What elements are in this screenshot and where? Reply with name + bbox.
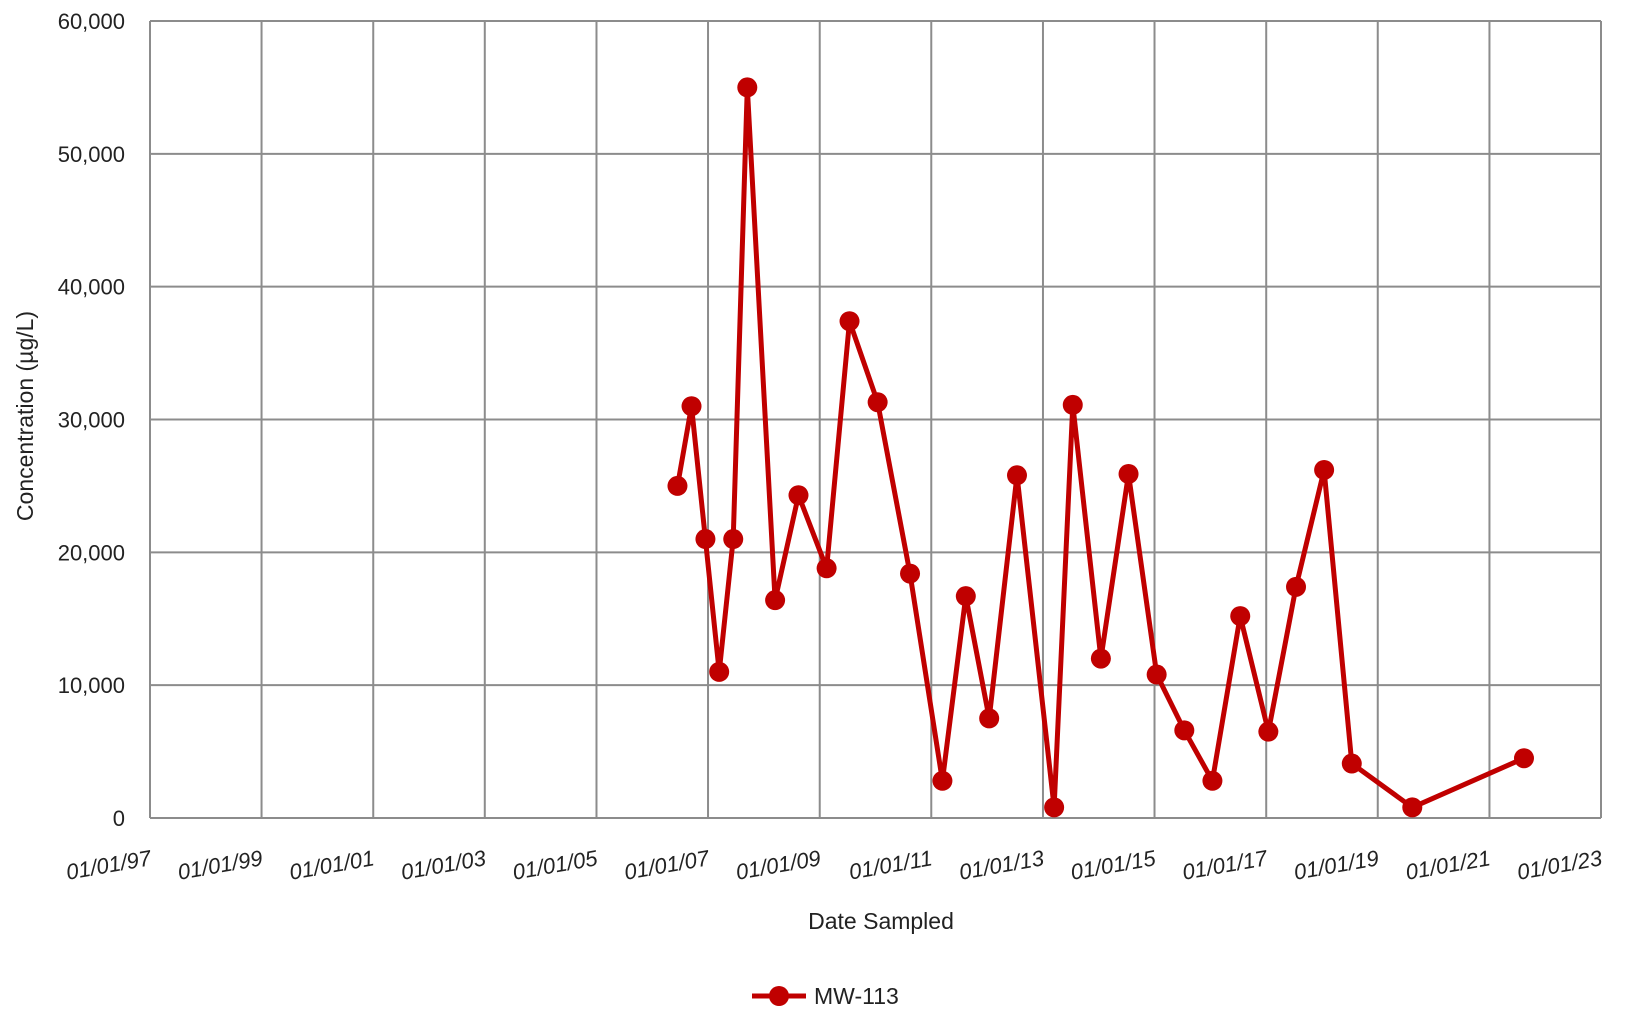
y-tick-label: 30,000: [58, 408, 125, 433]
data-point: [709, 661, 730, 682]
chart-series: [667, 77, 1534, 818]
data-point: [1006, 465, 1027, 486]
x-tick-label: 01/01/09: [734, 845, 823, 884]
data-point: [765, 590, 786, 611]
data-point: [816, 558, 837, 579]
x-axis-tick-labels: 01/01/97 01/01/99 01/01/01 01/01/03 01/01/05…: [64, 845, 1604, 885]
legend-series-label: MW-113: [814, 983, 899, 1009]
y-axis-title: Concentration (µg/L): [12, 311, 38, 521]
legend-marker-swatch: [769, 986, 789, 1006]
data-point: [1044, 797, 1065, 818]
data-point: [737, 77, 758, 98]
data-point: [932, 770, 953, 791]
series-line: [675, 84, 1526, 810]
data-point: [1286, 576, 1307, 597]
x-tick-label: 01/01/19: [1292, 845, 1381, 884]
data-point: [1258, 721, 1279, 742]
x-tick-label: 01/01/05: [511, 845, 600, 885]
y-tick-label: 0: [113, 806, 125, 831]
data-point: [1062, 394, 1083, 415]
data-point: [1118, 463, 1139, 484]
data-point: [979, 708, 1000, 729]
data-point: [1314, 459, 1335, 480]
y-tick-label: 40,000: [58, 275, 125, 300]
data-point: [1230, 606, 1251, 627]
x-axis-title: Date Sampled: [808, 908, 954, 934]
data-point: [1174, 720, 1195, 741]
data-point: [1090, 648, 1111, 669]
x-tick-label: 01/01/99: [176, 845, 265, 884]
x-tick-label: 01/01/03: [399, 845, 488, 885]
data-point: [788, 485, 809, 506]
y-tick-label: 50,000: [58, 142, 125, 167]
data-point: [667, 475, 688, 496]
data-point: [1402, 797, 1423, 818]
x-tick-label: 01/01/17: [1180, 845, 1269, 885]
data-point: [723, 529, 744, 550]
data-point: [1341, 753, 1362, 774]
x-tick-label: 01/01/15: [1069, 845, 1158, 885]
x-tick-label: 01/01/23: [1515, 845, 1604, 885]
data-point: [955, 586, 976, 607]
y-tick-label: 20,000: [58, 540, 125, 565]
x-tick-label: 01/01/01: [287, 845, 376, 884]
legend: MW-113: [752, 983, 899, 1009]
y-axis-tick-labels: 0 10,000 20,000 30,000 40,000 50,000 60,000: [58, 9, 125, 831]
y-tick-label: 60,000: [58, 9, 125, 34]
data-point: [1513, 748, 1534, 769]
data-point: [1202, 770, 1223, 791]
x-tick-label: 01/01/07: [622, 845, 711, 885]
x-tick-label: 01/01/21: [1404, 845, 1493, 884]
data-point: [867, 392, 888, 413]
y-tick-label: 10,000: [58, 673, 125, 698]
data-point: [1146, 664, 1167, 685]
x-tick-label: 01/01/97: [64, 845, 153, 885]
data-point: [900, 563, 921, 584]
x-tick-label: 01/01/11: [847, 845, 934, 884]
x-tick-label: 01/01/13: [957, 845, 1046, 885]
chart-gridlines: [149, 20, 1602, 819]
data-point: [695, 529, 716, 550]
data-point: [839, 311, 860, 332]
data-point: [681, 396, 702, 417]
